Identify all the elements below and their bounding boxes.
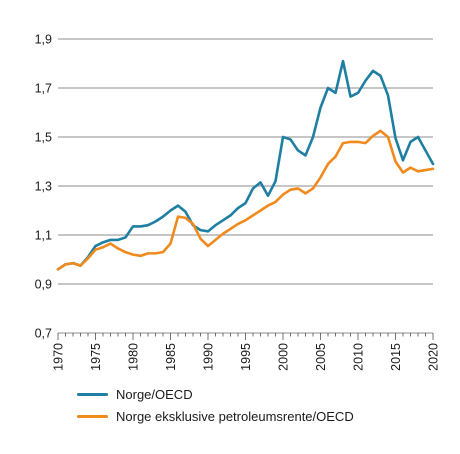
- x-axis-ticks: 1970 1975 1980 1985 1990 1995 2000 2005 2010 2015…: [52, 333, 441, 371]
- x-tick-label: 1975: [89, 343, 103, 371]
- x-tick-label: 2000: [277, 343, 291, 371]
- legend-swatch-norge-oecd: [77, 392, 108, 396]
- x-tick-label: 2010: [352, 343, 366, 371]
- y-tick-label: 1,5: [35, 131, 52, 145]
- y-tick-label: 0,9: [35, 278, 52, 292]
- legend-label-norge-oecd: Norge/OECD: [116, 386, 193, 402]
- x-tick-label: 1985: [164, 343, 178, 371]
- x-tick-label: 1990: [202, 343, 216, 371]
- x-tick-label: 2020: [427, 343, 441, 371]
- x-tick-label: 1995: [239, 343, 253, 371]
- series-lines: [56, 59, 435, 271]
- legend: Norge/OECD Norge eksklusive petroleumsre…: [77, 384, 354, 428]
- series-line-norge-oecd: [56, 59, 435, 271]
- legend-label-norge-eksklusive: Norge eksklusive petroleumsrente/OECD: [116, 408, 354, 424]
- legend-swatch-norge-eksklusive: [77, 414, 108, 418]
- y-tick-label: 1,1: [35, 229, 52, 243]
- gridlines: [58, 38, 433, 334]
- legend-item-norge-oecd: Norge/OECD: [77, 384, 354, 404]
- y-tick-label: 1,9: [35, 33, 52, 47]
- x-tick-label: 1980: [127, 343, 141, 371]
- x-tick-label: 2005: [314, 343, 328, 371]
- x-tick-label: 2015: [389, 343, 403, 371]
- x-tick-label: 1970: [52, 343, 66, 371]
- y-tick-label: 1,3: [35, 180, 52, 194]
- y-axis-ticks: 0,7 0,9 1,1 1,3 1,5 1,7 1,9: [35, 33, 52, 341]
- y-tick-label: 0,7: [35, 327, 52, 341]
- series-line-norge-eksklusive: [56, 129, 435, 271]
- legend-item-norge-eksklusive: Norge eksklusive petroleumsrente/OECD: [77, 406, 354, 426]
- y-tick-label: 1,7: [35, 82, 52, 96]
